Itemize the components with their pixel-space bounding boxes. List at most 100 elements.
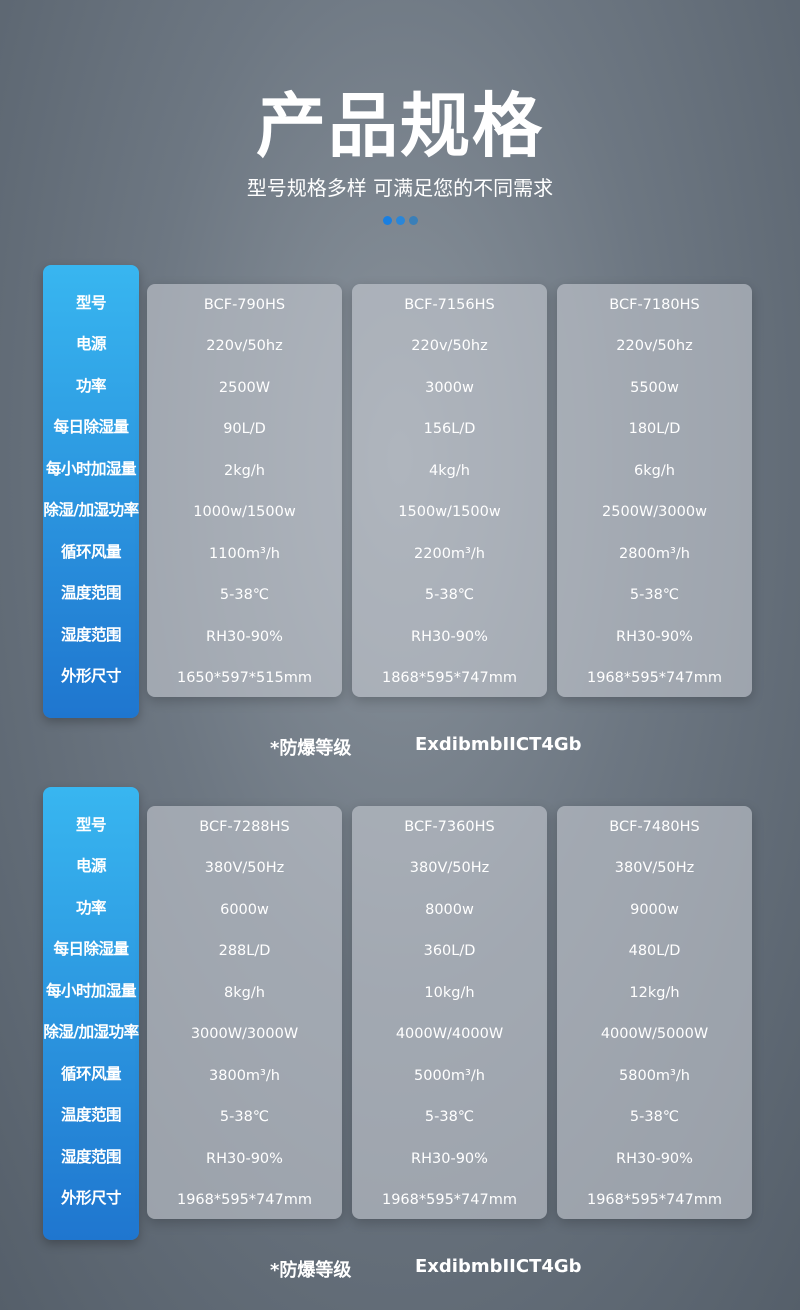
row-label: 湿度范围 bbox=[60, 1147, 122, 1166]
spec-value: 380V/50Hz bbox=[204, 860, 285, 877]
spec-value: 1500w/1500w bbox=[398, 504, 501, 521]
spec-value: 1650*597*515mm bbox=[176, 670, 312, 687]
note-value: ExdibmbIICT4Gb bbox=[415, 1256, 582, 1277]
dot-indicator bbox=[382, 216, 392, 225]
spec-value: 380V/50Hz bbox=[409, 860, 490, 877]
row-label: 功率 bbox=[75, 898, 107, 917]
row-label: 功率 bbox=[75, 376, 107, 395]
note-label: *防爆等级 bbox=[270, 1260, 352, 1281]
spec-value: 4000W/5000W bbox=[600, 1026, 709, 1043]
spec-value: 2500W bbox=[218, 379, 271, 396]
dot-indicator bbox=[395, 216, 405, 225]
model-card: BCF-7288HS 380V/50Hz 6000w 288L/D 8kg/h 3000W… bbox=[147, 806, 342, 1219]
row-label: 每日除湿量 bbox=[53, 418, 129, 437]
spec-value: 288L/D bbox=[218, 943, 271, 960]
spec-value: 90L/D bbox=[223, 421, 266, 438]
spec-value: BCF-7480HS bbox=[609, 818, 700, 835]
spec-value: 5800m³/h bbox=[619, 1067, 690, 1084]
row-label: 外形尺寸 bbox=[60, 667, 122, 686]
spec-value: 5-38℃ bbox=[219, 587, 270, 604]
model-card: BCF-7156HS 220v/50hz 3000w 156L/D 4kg/h 1500w… bbox=[352, 284, 547, 697]
spec-value: 1000w/1500w bbox=[193, 504, 296, 521]
spec-value: 180L/D bbox=[628, 421, 681, 438]
spec-value: 3000w bbox=[425, 379, 474, 396]
row-label: 型号 bbox=[75, 293, 107, 312]
carousel-dots bbox=[0, 216, 800, 225]
row-label: 循环风量 bbox=[60, 1064, 122, 1083]
note-value: ExdibmbIICT4Gb bbox=[415, 734, 582, 755]
spec-value: BCF-790HS bbox=[203, 296, 286, 313]
row-label: 外形尺寸 bbox=[60, 1189, 122, 1208]
spec-value: 2kg/h bbox=[224, 462, 265, 479]
spec-value: 2500W/3000w bbox=[602, 504, 707, 521]
spec-value: 8kg/h bbox=[224, 984, 265, 1001]
model-card: BCF-7480HS 380V/50Hz 9000w 480L/D 12kg/h 4000… bbox=[557, 806, 752, 1219]
row-label: 每小时加湿量 bbox=[45, 981, 137, 1000]
row-label-column: 型号电源功率每日除湿量每小时加湿量 除湿/加湿功率 循环风量温度范围湿度范围外形尺寸 bbox=[43, 787, 139, 1240]
spec-value: 220v/50hz bbox=[411, 338, 488, 355]
spec-value: BCF-7156HS bbox=[404, 296, 495, 313]
spec-value: 220v/50hz bbox=[206, 338, 283, 355]
spec-value: 5-38℃ bbox=[629, 587, 680, 604]
dot-indicator bbox=[408, 216, 418, 225]
spec-value: 6000w bbox=[220, 901, 269, 918]
row-label-column: 型号电源功率每日除湿量每小时加湿量 除湿/加湿功率 循环风量温度范围湿度范围外形尺寸 bbox=[43, 265, 139, 718]
spec-value: 12kg/h bbox=[629, 984, 680, 1001]
spec-value: 3800m³/h bbox=[209, 1067, 280, 1084]
spec-value: 2200m³/h bbox=[414, 545, 485, 562]
spec-value: 4kg/h bbox=[429, 462, 470, 479]
spec-value: 5-38℃ bbox=[424, 1109, 475, 1126]
model-card: BCF-7360HS 380V/50Hz 8000w 360L/D 10kg/h 4000… bbox=[352, 806, 547, 1219]
row-label: 每日除湿量 bbox=[53, 940, 129, 959]
row-label: 电源 bbox=[75, 857, 107, 876]
model-card: BCF-7180HS 220v/50hz 5500w 180L/D 6kg/h 2500W… bbox=[557, 284, 752, 697]
spec-table: 型号电源功率每日除湿量每小时加湿量 除湿/加湿功率 循环风量温度范围湿度范围外形尺寸… bbox=[0, 787, 800, 1247]
spec-value: 9000w bbox=[630, 901, 679, 918]
spec-value: 1968*595*747mm bbox=[586, 670, 722, 687]
spec-value: BCF-7360HS bbox=[404, 818, 495, 835]
model-card: BCF-790HS 220v/50hz 2500W 90L/D 2kg/h 1000w/1… bbox=[147, 284, 342, 697]
spec-value: 5-38℃ bbox=[219, 1109, 270, 1126]
spec-value: 360L/D bbox=[423, 943, 476, 960]
spec-value: 5500w bbox=[630, 379, 679, 396]
page-subtitle: 型号规格多样 可满足您的不同需求 bbox=[246, 176, 554, 200]
spec-value: 220v/50hz bbox=[616, 338, 693, 355]
spec-value: 1968*595*747mm bbox=[586, 1192, 722, 1209]
row-label: 型号 bbox=[75, 815, 107, 834]
spec-value: RH30-90% bbox=[411, 628, 488, 645]
spec-value: RH30-90% bbox=[616, 628, 693, 645]
spec-value: 380V/50Hz bbox=[614, 860, 695, 877]
spec-value: 1868*595*747mm bbox=[381, 670, 517, 687]
spec-value: 480L/D bbox=[628, 943, 681, 960]
spec-value: 5-38℃ bbox=[424, 587, 475, 604]
spec-table: 型号电源功率每日除湿量每小时加湿量 除湿/加湿功率 循环风量温度范围湿度范围外形尺寸… bbox=[0, 265, 800, 725]
row-label: 循环风量 bbox=[60, 542, 122, 561]
spec-value: 2800m³/h bbox=[619, 545, 690, 562]
spec-value: RH30-90% bbox=[411, 1150, 488, 1167]
spec-value: 156L/D bbox=[423, 421, 476, 438]
row-label: 温度范围 bbox=[60, 584, 122, 603]
spec-value: 6kg/h bbox=[634, 462, 675, 479]
spec-value: 5-38℃ bbox=[629, 1109, 680, 1126]
row-label: 每小时加湿量 bbox=[45, 459, 137, 478]
spec-value: 4000W/4000W bbox=[395, 1026, 504, 1043]
row-label: 除湿/加湿功率 bbox=[43, 501, 139, 520]
spec-value: 1968*595*747mm bbox=[381, 1192, 517, 1209]
spec-value: 10kg/h bbox=[424, 984, 475, 1001]
spec-value: RH30-90% bbox=[206, 1150, 283, 1167]
spec-value: RH30-90% bbox=[206, 628, 283, 645]
row-label: 温度范围 bbox=[60, 1106, 122, 1125]
row-label: 电源 bbox=[75, 335, 107, 354]
spec-value: 5000m³/h bbox=[414, 1067, 485, 1084]
spec-value: 1968*595*747mm bbox=[176, 1192, 312, 1209]
spec-value: RH30-90% bbox=[616, 1150, 693, 1167]
spec-value: 8000w bbox=[425, 901, 474, 918]
note-label: *防爆等级 bbox=[270, 738, 352, 759]
spec-value: 1100m³/h bbox=[209, 545, 280, 562]
spec-value: BCF-7180HS bbox=[609, 296, 700, 313]
spec-value: BCF-7288HS bbox=[199, 818, 290, 835]
row-label: 湿度范围 bbox=[60, 625, 122, 644]
page-title: 产品规格 bbox=[256, 85, 544, 167]
row-label: 除湿/加湿功率 bbox=[43, 1023, 139, 1042]
spec-value: 3000W/3000W bbox=[190, 1026, 299, 1043]
